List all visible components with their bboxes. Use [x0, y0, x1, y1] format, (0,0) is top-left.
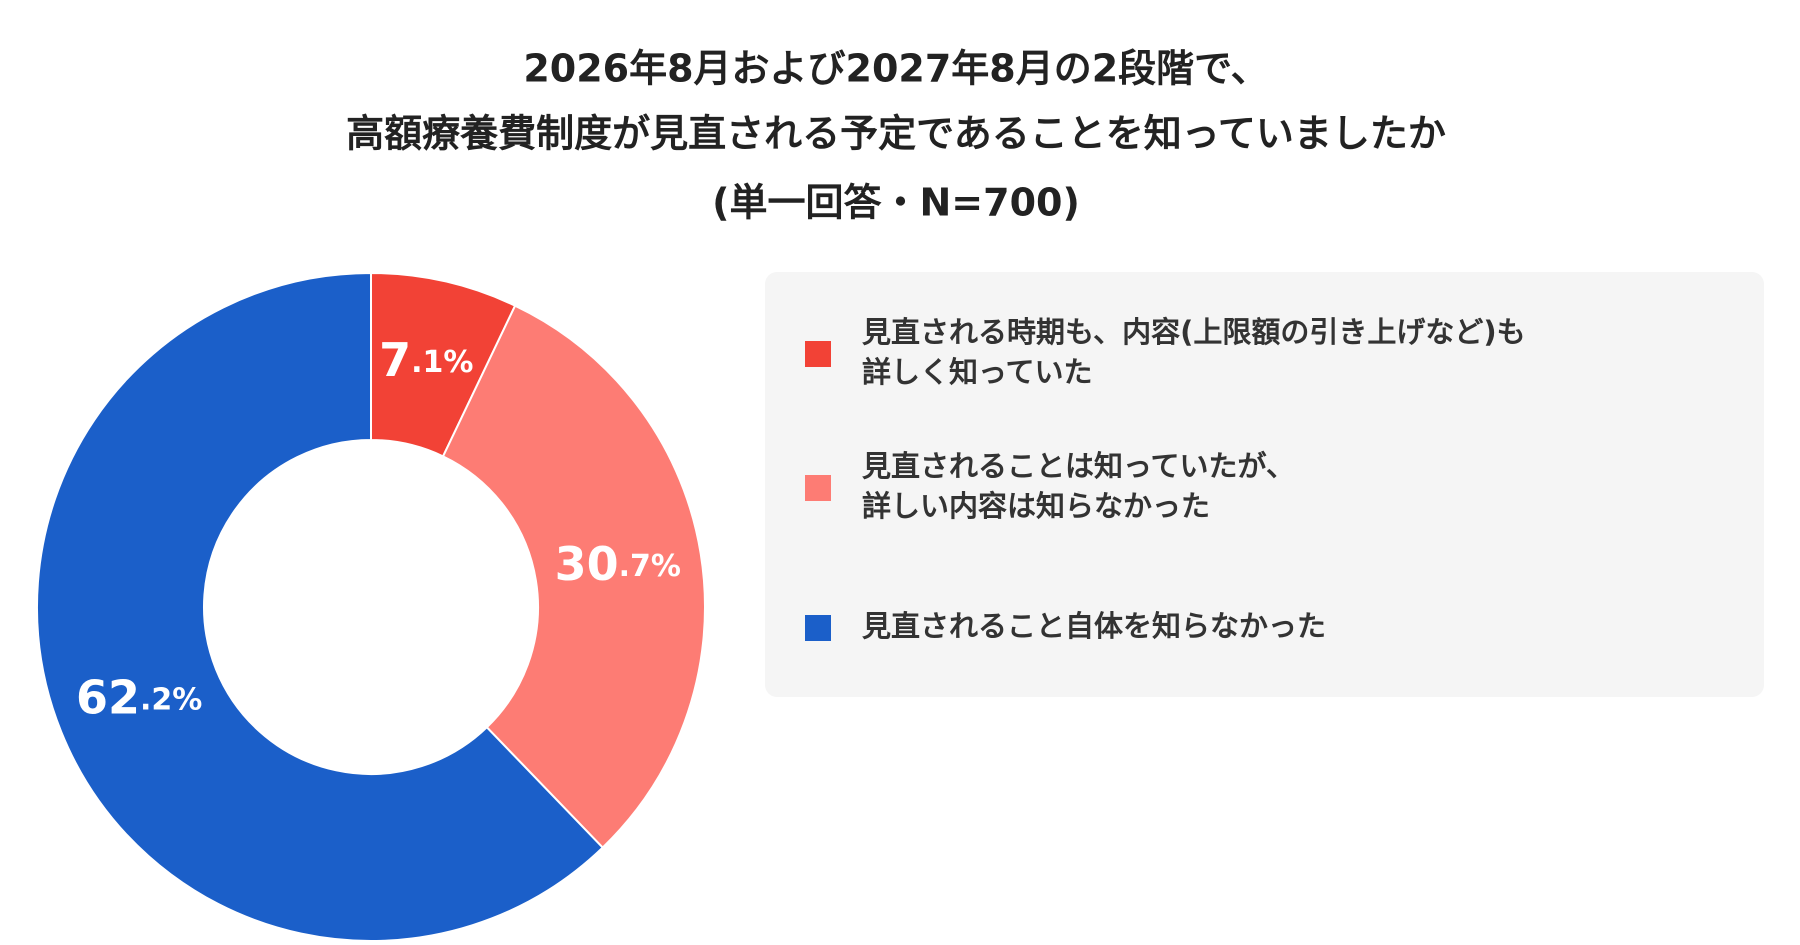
value-label: 30.7%: [555, 537, 681, 591]
donut-slice: [36, 271, 605, 942]
chart-subtitle: (単一回答・N=700): [712, 181, 1080, 225]
legend-label: 見直されることは知っていたが、詳しい内容は知らなかった: [862, 449, 1295, 523]
legend-swatch: [805, 341, 831, 367]
chart-title: 高額療養費制度が見直される予定であることを知っていましたか: [346, 112, 1446, 156]
legend-label: 見直されること自体を知らなかった: [862, 609, 1326, 643]
value-label: 7.1%: [379, 333, 473, 387]
donut-slice: [441, 304, 706, 849]
chart-title: 2026年8月および2027年8月の2段階で、: [523, 47, 1268, 91]
legend-label: 見直される時期も、内容(上限額の引き上げなど)も詳しく知っていた: [862, 315, 1526, 389]
legend-box: [765, 272, 1764, 697]
value-label: 62.2%: [76, 670, 202, 724]
legend-swatch: [805, 475, 831, 501]
legend-swatch: [805, 615, 831, 641]
